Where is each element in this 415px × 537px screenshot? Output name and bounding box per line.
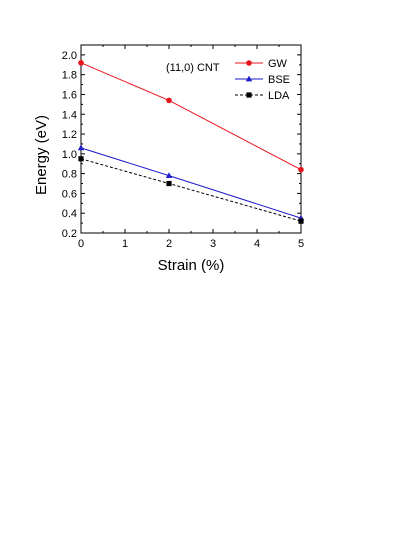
data-point-bse [77, 144, 85, 151]
data-point-gw [78, 60, 84, 66]
legend-marker-gw [246, 60, 252, 66]
x-axis-title: Strain (%) [158, 257, 225, 274]
y-tick-label: 1.0 [62, 149, 77, 161]
y-tick-label: 1.6 [62, 89, 77, 101]
y-tick-label: 1.2 [62, 129, 77, 141]
y-tick-label: 1.4 [62, 109, 77, 121]
data-point-lda [298, 218, 304, 224]
y-tick-label: 0.6 [62, 188, 77, 200]
x-tick-label: 2 [166, 238, 172, 250]
y-tick-label: 0.4 [62, 208, 77, 220]
series-line-bse [80, 147, 302, 219]
data-point-bse [165, 172, 173, 179]
x-tick-label: 5 [298, 238, 304, 250]
x-tick-label: 0 [78, 238, 84, 250]
y-tick-label: 0.2 [62, 228, 77, 240]
y-tick-label: 2.0 [62, 50, 77, 62]
legend-marker-bse [245, 75, 253, 82]
y-axis-title: Energy (eV) [33, 115, 50, 195]
data-point-gw [298, 166, 304, 173]
chart-annotation: (11,0) CNT [166, 62, 220, 74]
legend-label-lda: LDA [268, 90, 290, 102]
legend: GW BSE LDA [235, 58, 290, 102]
data-point-lda [78, 156, 84, 162]
y-tick-label: 0.8 [62, 169, 77, 181]
legend-label-gw: GW [268, 58, 288, 70]
legend-label-bse: BSE [268, 74, 290, 86]
data-point-gw [166, 97, 172, 104]
x-tick-label: 4 [254, 238, 260, 250]
data-point-lda [166, 180, 172, 187]
x-tick-label: 1 [122, 238, 128, 250]
y-tick-label: 1.8 [62, 70, 77, 82]
plot-area: 0 1 2 3 4 5 0.2 0.4 0.6 0.8 1.0 1.2 1.4 1.6 1.8 2.0 GW BS… [62, 44, 305, 250]
legend-marker-lda [246, 92, 252, 98]
series-line-lda [80, 158, 302, 222]
x-tick-label: 3 [210, 238, 216, 250]
